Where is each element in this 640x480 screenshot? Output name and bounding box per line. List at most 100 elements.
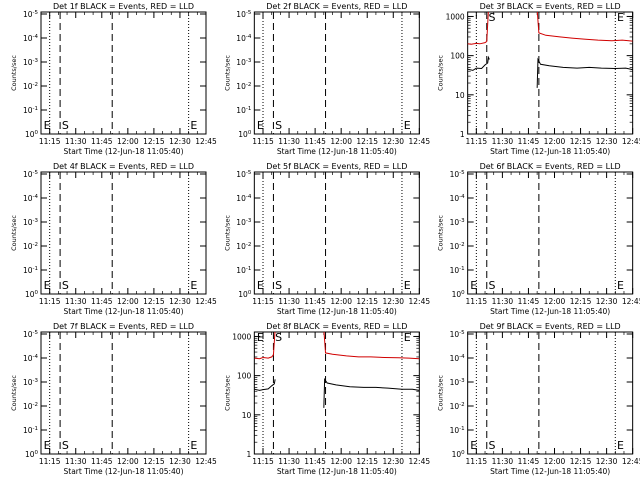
y-tick-label: 10-1 bbox=[23, 106, 38, 115]
y-axis-label: Counts/sec bbox=[10, 375, 18, 411]
plot-frame bbox=[40, 331, 207, 455]
y-tick-label: 10-4 bbox=[23, 194, 39, 203]
end-marker-label: E bbox=[257, 331, 264, 344]
x-tick-label: 12:00 bbox=[117, 297, 139, 306]
x-tick-label: 12:45 bbox=[195, 137, 217, 146]
x-tick-label: 11:45 bbox=[91, 457, 113, 466]
end-marker-label: E bbox=[470, 279, 477, 292]
plot-frame bbox=[253, 331, 420, 455]
x-tick-label: 11:45 bbox=[304, 297, 326, 306]
x-tick-label: 12:45 bbox=[409, 137, 431, 146]
chart-panel: Det 3f BLACK = Events, RED = LLD Counts/s… bbox=[437, 2, 640, 156]
x-tick-label: 12:30 bbox=[382, 137, 404, 146]
y-tick-label: 100 bbox=[25, 130, 39, 139]
y-tick-label: 10-4 bbox=[236, 34, 252, 43]
x-tick-label: 12:00 bbox=[117, 457, 139, 466]
y-tick-label: 100 bbox=[25, 290, 39, 299]
x-axis-label: Start Time (12-Jun-18 11:05:40) bbox=[64, 147, 184, 156]
x-tick-label: 11:15 bbox=[466, 297, 488, 306]
y-tick-label: 10-1 bbox=[236, 106, 251, 115]
end-marker-label: E bbox=[257, 119, 264, 132]
end-marker-label: E bbox=[44, 279, 51, 292]
x-axis-label: Start Time (12-Jun-18 11:05:40) bbox=[277, 307, 397, 316]
x-tick-label: 11:15 bbox=[252, 297, 274, 306]
start-marker-label: S bbox=[62, 439, 69, 452]
y-tick-label: 100 bbox=[25, 450, 39, 459]
x-tick-label: 12:15 bbox=[143, 457, 165, 466]
x-tick-label: 12:30 bbox=[169, 137, 191, 146]
y-axis-label: Counts/sec bbox=[223, 55, 231, 91]
y-tick-label: 10-5 bbox=[23, 10, 39, 19]
y-tick-label: 10-1 bbox=[450, 266, 465, 275]
chart-panel: Det 2f BLACK = Events, RED = LLD Counts/s… bbox=[223, 2, 430, 156]
y-tick-label: 10-2 bbox=[450, 242, 465, 251]
x-tick-label: 11:30 bbox=[65, 137, 87, 146]
y-tick-label: 100 bbox=[450, 52, 465, 61]
y-tick-label: 10-3 bbox=[450, 378, 466, 387]
x-tick-label: 11:45 bbox=[518, 297, 540, 306]
y-tick-label: 1 bbox=[247, 450, 252, 459]
y-tick-label: 10-5 bbox=[450, 170, 466, 179]
end-marker-label: E bbox=[404, 119, 411, 132]
end-marker-label: E bbox=[44, 119, 51, 132]
x-tick-label: 12:45 bbox=[622, 297, 640, 306]
x-tick-label: 12:30 bbox=[596, 297, 618, 306]
x-tick-label: 12:45 bbox=[195, 297, 217, 306]
chart-title: Det 5f BLACK = Events, RED = LLD bbox=[266, 162, 407, 171]
x-tick-label: 12:45 bbox=[409, 297, 431, 306]
end-marker-label: E bbox=[470, 439, 477, 452]
y-tick-label: 10-4 bbox=[450, 194, 466, 203]
end-marker-label: E bbox=[404, 331, 411, 344]
x-tick-label: 12:15 bbox=[356, 297, 378, 306]
end-marker-label: E bbox=[190, 119, 197, 132]
x-tick-label: 12:15 bbox=[143, 297, 165, 306]
x-tick-label: 12:00 bbox=[544, 137, 566, 146]
x-axis-label: Start Time (12-Jun-18 11:05:40) bbox=[64, 467, 184, 476]
y-tick-label: 10-1 bbox=[450, 426, 465, 435]
y-tick-label: 10-2 bbox=[23, 242, 38, 251]
y-tick-label: 100 bbox=[452, 290, 466, 299]
x-tick-label: 11:15 bbox=[466, 457, 488, 466]
x-tick-label: 12:30 bbox=[169, 457, 191, 466]
y-tick-label: 1 bbox=[460, 130, 465, 139]
y-tick-label: 10 bbox=[455, 91, 465, 100]
chart-title: Det 2f BLACK = Events, RED = LLD bbox=[266, 2, 407, 11]
chart-title: Det 1f BLACK = Events, RED = LLD bbox=[53, 2, 194, 11]
end-marker-label: E bbox=[404, 279, 411, 292]
chart-title: Det 4f BLACK = Events, RED = LLD bbox=[53, 162, 194, 171]
start-marker-label: S bbox=[62, 279, 69, 292]
x-tick-label: 11:30 bbox=[65, 297, 87, 306]
x-tick-label: 12:45 bbox=[195, 457, 217, 466]
end-marker-label: E bbox=[190, 279, 197, 292]
start-marker-label: S bbox=[489, 279, 496, 292]
x-tick-label: 12:15 bbox=[143, 137, 165, 146]
x-tick-label: 11:30 bbox=[492, 297, 514, 306]
y-tick-label: 10-4 bbox=[23, 34, 39, 43]
y-axis-label: Counts/sec bbox=[223, 375, 231, 411]
x-tick-label: 11:15 bbox=[39, 457, 61, 466]
start-marker-label: S bbox=[489, 439, 496, 452]
plot-frame bbox=[467, 171, 634, 295]
x-tick-label: 12:00 bbox=[544, 457, 566, 466]
x-tick-label: 12:00 bbox=[330, 297, 352, 306]
x-tick-label: 12:00 bbox=[117, 137, 139, 146]
y-tick-label: 100 bbox=[238, 130, 252, 139]
x-tick-label: 11:45 bbox=[304, 137, 326, 146]
lld-series-line bbox=[467, 12, 489, 45]
chart-panel: Det 5f BLACK = Events, RED = LLD Counts/s… bbox=[223, 162, 430, 316]
y-tick-label: 10-5 bbox=[236, 10, 252, 19]
chart-title: Det 3f BLACK = Events, RED = LLD bbox=[480, 2, 621, 11]
y-axis-label: Counts/sec bbox=[437, 215, 445, 251]
x-tick-label: 11:45 bbox=[91, 137, 113, 146]
x-tick-label: 11:45 bbox=[304, 457, 326, 466]
chart-title: Det 7f BLACK = Events, RED = LLD bbox=[53, 322, 194, 331]
y-tick-label: 10-5 bbox=[236, 170, 252, 179]
y-tick-label: 10-1 bbox=[23, 426, 38, 435]
x-tick-label: 12:45 bbox=[409, 457, 431, 466]
x-tick-label: 12:00 bbox=[330, 457, 352, 466]
plot-frame bbox=[467, 331, 634, 455]
x-tick-label: 11:30 bbox=[278, 297, 300, 306]
events-series-line bbox=[323, 377, 420, 408]
x-tick-label: 12:30 bbox=[596, 457, 618, 466]
y-axis-label: Counts/sec bbox=[223, 215, 231, 251]
